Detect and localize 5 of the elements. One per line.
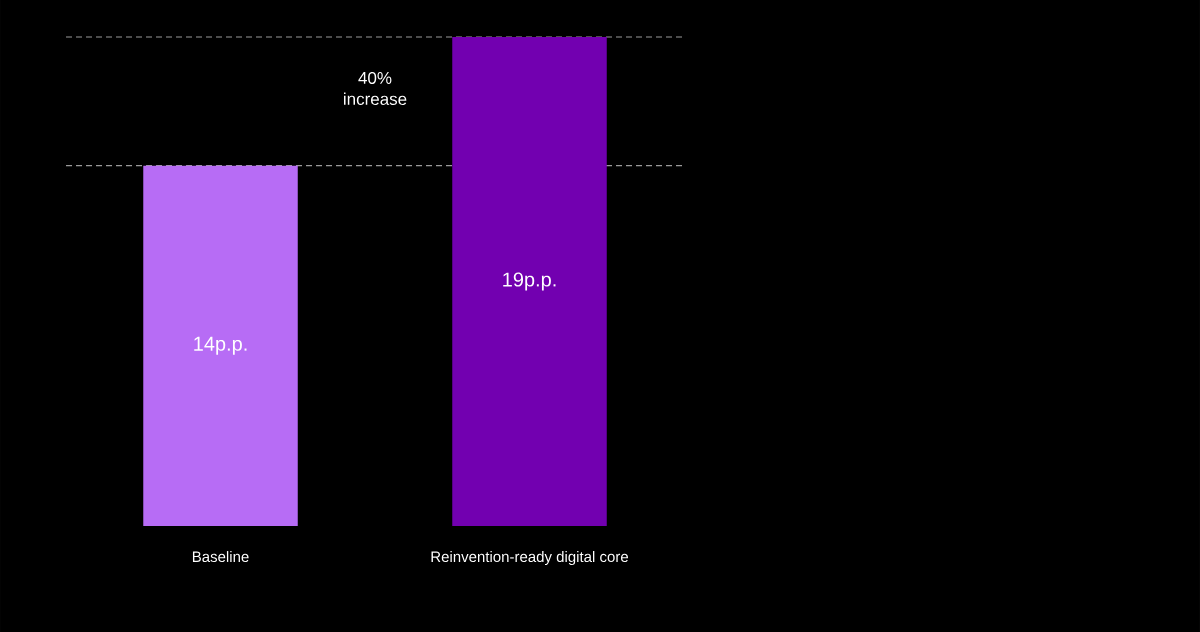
x-tick-label: Baseline <box>192 551 249 563</box>
x-tick-label: Reinvention-ready digital core <box>431 551 629 566</box>
data-label: 14p.p. <box>194 336 247 355</box>
data-label: 19p.p. <box>503 272 556 291</box>
annotation: 40% increase <box>344 71 407 105</box>
